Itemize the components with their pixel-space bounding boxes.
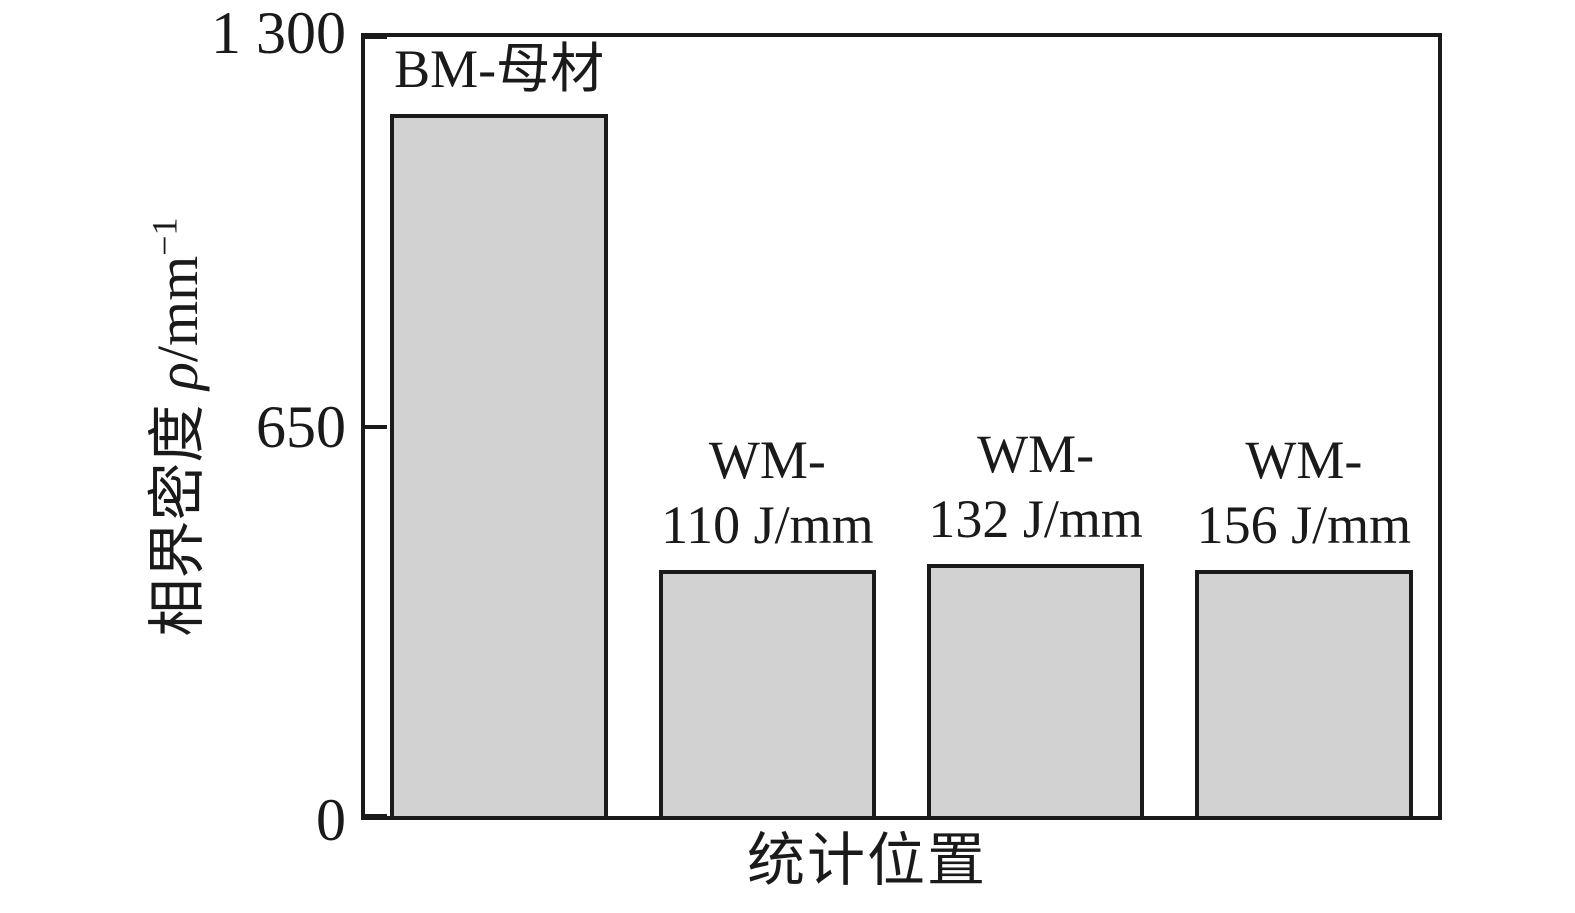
bar-label: WM- 156 J/mm (1197, 428, 1412, 560)
bar (390, 113, 608, 816)
y-tick-label: 0 (316, 787, 346, 853)
y-tick-mark (365, 35, 387, 39)
bar-label-line: WM- (977, 423, 1095, 484)
bar-label-line: WM- (708, 429, 826, 490)
bar-label-line: BM-母材 (394, 39, 605, 99)
bar-label-line: WM- (1245, 429, 1363, 490)
plot-area: BM-母材 WM- 110 J/mm WM- 132 J/mm WM- 156 J/mm (361, 33, 1442, 820)
bar-column: BM-母材 (365, 37, 633, 816)
bar-column: WM- 110 J/mm (633, 37, 901, 816)
y-axis-tick-labels: 0 650 1 300 (0, 3, 346, 850)
bar-label-line: 132 J/mm (928, 489, 1143, 550)
bar (926, 564, 1145, 816)
bar-label-line: 110 J/mm (661, 495, 874, 556)
bar-label-line: 156 J/mm (1196, 495, 1412, 556)
y-tick-label: 650 (256, 393, 346, 460)
bar-column: WM- 156 J/mm (1170, 37, 1438, 816)
y-tick-mark (365, 814, 387, 818)
y-tick-mark (365, 424, 387, 429)
bar (658, 570, 877, 816)
bar-column: WM- 132 J/mm (902, 37, 1170, 816)
x-axis-label: 统计位置 (746, 828, 988, 893)
bar-label: WM- 132 J/mm (928, 422, 1143, 554)
y-tick-label: 1 300 (211, 0, 346, 66)
bar-label: WM- 110 J/mm (661, 428, 874, 560)
bar-label: BM-母材 (394, 37, 604, 103)
bar (1195, 570, 1413, 816)
